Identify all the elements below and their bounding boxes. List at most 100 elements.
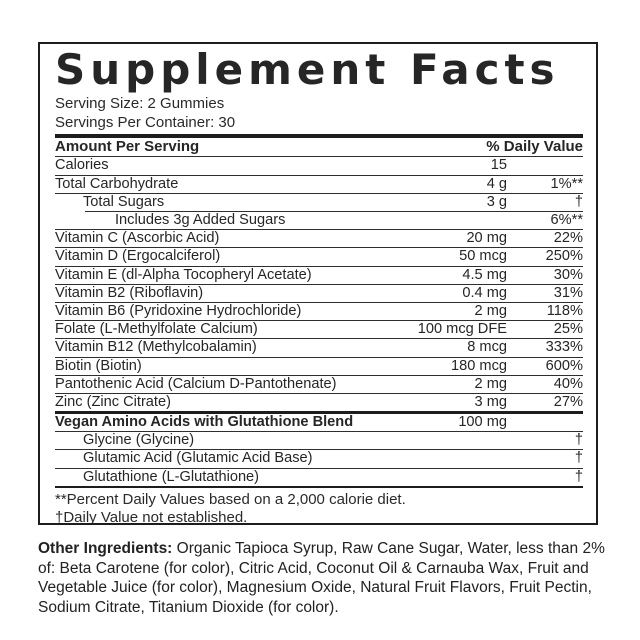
table-row: Glycine (Glycine) † xyxy=(55,432,583,449)
nutrient-dv: 333% xyxy=(545,339,583,356)
nutrient-amount: 4.5 mg xyxy=(462,266,507,283)
divider xyxy=(55,283,583,285)
divider xyxy=(55,338,583,340)
table-row: Vitamin D (Ergocalciferol) 50 mcg 250% xyxy=(55,248,583,265)
servings-per-container: Servings Per Container: 30 xyxy=(55,114,236,132)
nutrient-amount: 2 mg xyxy=(474,375,507,392)
table-row: Vitamin B2 (Riboflavin) 0.4 mg 31% xyxy=(55,285,583,302)
nutrient-dv: † xyxy=(574,432,583,449)
nutrient-name: Zinc (Zinc Citrate) xyxy=(55,393,171,410)
nutrient-name: Vitamin B12 (Methylcobalamin) xyxy=(55,339,257,356)
nutrient-dv: 6%** xyxy=(550,212,583,228)
nutrient-name: Vitamin D (Ergocalciferol) xyxy=(55,248,221,265)
nutrient-name: Vitamin B6 (Pyridoxine Hydrochloride) xyxy=(55,302,302,319)
nutrient-amount: 100 mg xyxy=(458,414,507,431)
serving-size: Serving Size: 2 Gummies xyxy=(55,95,225,113)
divider xyxy=(55,356,583,358)
nutrient-amount xyxy=(389,432,507,449)
divider xyxy=(55,374,583,376)
nutrient-amount: 50 mcg xyxy=(459,248,507,265)
nutrient-dv: 30% xyxy=(553,266,583,283)
header-daily-value: % Daily Value xyxy=(486,138,583,156)
divider xyxy=(55,247,583,249)
nutrient-name: Vitamin C (Ascorbic Acid) xyxy=(55,230,220,247)
divider xyxy=(55,301,583,303)
table-row: Glutamic Acid (Glutamic Acid Base) † xyxy=(55,450,583,467)
table-header-row: Amount Per Serving % Daily Value xyxy=(55,138,583,156)
other-ingredients: Other Ingredients: Organic Tapioca Syrup… xyxy=(38,539,610,617)
divider xyxy=(55,192,583,194)
divider-thick xyxy=(55,485,583,489)
table-row: Includes 3g Added Sugars 6%** xyxy=(55,212,583,229)
nutrient-dv: † xyxy=(574,193,583,210)
divider xyxy=(55,392,583,394)
divider xyxy=(55,174,583,176)
supplement-facts-panel: Supplement Facts Serving Size: 2 Gummies… xyxy=(38,42,598,525)
nutrient-name: Calories xyxy=(55,157,109,174)
table-row: Vitamin C (Ascorbic Acid) 20 mg 22% xyxy=(55,230,583,247)
nutrient-amount: 4 g xyxy=(486,175,507,192)
nutrient-amount: 8 mcg xyxy=(467,339,507,356)
nutrient-dv: 40% xyxy=(553,375,583,392)
table-row: Glutathione (L-Glutathione) † xyxy=(55,469,583,486)
nutrient-amount: 0.4 mg xyxy=(462,284,507,301)
table-row: Vitamin E (dl-Alpha Tocopheryl Acetate) … xyxy=(55,267,583,284)
table-row: Folate (L-Methylfolate Calcium) 100 mcg … xyxy=(55,321,583,338)
nutrient-amount xyxy=(389,450,507,467)
nutrient-amount xyxy=(389,469,507,486)
divider-thick xyxy=(55,411,583,415)
table-row: Pantothenic Acid (Calcium D-Pantothenate… xyxy=(55,376,583,393)
nutrient-amount: 3 g xyxy=(486,193,507,210)
nutrient-name: Includes 3g Added Sugars xyxy=(115,212,286,228)
nutrient-name: Total Carbohydrate xyxy=(55,175,179,192)
divider xyxy=(55,431,583,433)
nutrient-name: Biotin (Biotin) xyxy=(55,357,142,374)
nutrient-dv: 22% xyxy=(553,230,583,247)
nutrient-dv: 118% xyxy=(546,302,583,319)
nutrient-amount: 15 xyxy=(490,157,507,174)
nutrient-name: Glutathione (L-Glutathione) xyxy=(83,468,260,485)
nutrient-dv: 600% xyxy=(545,357,583,374)
table-row: Total Sugars 3 g † xyxy=(55,194,583,211)
divider xyxy=(55,156,583,158)
nutrient-dv: 1%** xyxy=(550,175,583,192)
nutrient-amount: 100 mcg DFE xyxy=(417,321,507,338)
nutrient-dv: 25% xyxy=(553,321,583,338)
nutrient-name: Vegan Amino Acids with Glutathione Blend xyxy=(55,414,354,431)
nutrient-dv xyxy=(507,414,583,431)
table-row: Zinc (Zinc Citrate) 3 mg 27% xyxy=(55,394,583,411)
nutrient-dv xyxy=(507,157,583,174)
table-row: Biotin (Biotin) 180 mcg 600% xyxy=(55,358,583,375)
divider xyxy=(55,320,583,322)
nutrient-dv: 250% xyxy=(545,248,583,265)
nutrient-name: Pantothenic Acid (Calcium D-Pantothenate… xyxy=(55,375,337,392)
table-row: Vitamin B12 (Methylcobalamin) 8 mcg 333% xyxy=(55,339,583,356)
divider xyxy=(55,449,583,451)
divider xyxy=(55,229,583,231)
nutrient-amount: 3 mg xyxy=(474,393,507,410)
nutrient-amount xyxy=(389,212,507,229)
divider xyxy=(55,467,583,469)
divider-thick xyxy=(55,134,583,139)
nutrient-name: Total Sugars xyxy=(83,193,165,210)
nutrient-amount: 180 mcg xyxy=(451,357,507,374)
panel-title: Supplement Facts xyxy=(55,45,560,94)
footnote-dagger: †Daily Value not established. xyxy=(55,509,248,525)
nutrient-dv: 27% xyxy=(553,393,583,410)
nutrient-name: Folate (L-Methylfolate Calcium) xyxy=(55,321,258,338)
table-row: Vitamin B6 (Pyridoxine Hydrochloride) 2 … xyxy=(55,303,583,320)
nutrient-name: Vitamin B2 (Riboflavin) xyxy=(55,284,204,301)
table-row: Calories 15 xyxy=(55,157,583,174)
table-row: Total Carbohydrate 4 g 1%** xyxy=(55,176,583,193)
nutrient-dv: 31% xyxy=(553,284,583,301)
nutrient-name: Glutamic Acid (Glutamic Acid Base) xyxy=(83,450,313,467)
nutrient-name: Vitamin E (dl-Alpha Tocopheryl Acetate) xyxy=(55,266,312,283)
header-amount-per-serving: Amount Per Serving xyxy=(55,138,200,156)
nutrient-name: Glycine (Glycine) xyxy=(83,432,195,449)
divider xyxy=(55,265,583,267)
nutrient-amount: 20 mg xyxy=(466,230,507,247)
table-row-blend: Vegan Amino Acids with Glutathione Blend… xyxy=(55,414,583,431)
nutrient-dv: † xyxy=(574,450,583,467)
nutrient-amount: 2 mg xyxy=(474,302,507,319)
footnote-daily-values: **Percent Daily Values based on a 2,000 … xyxy=(55,491,406,509)
